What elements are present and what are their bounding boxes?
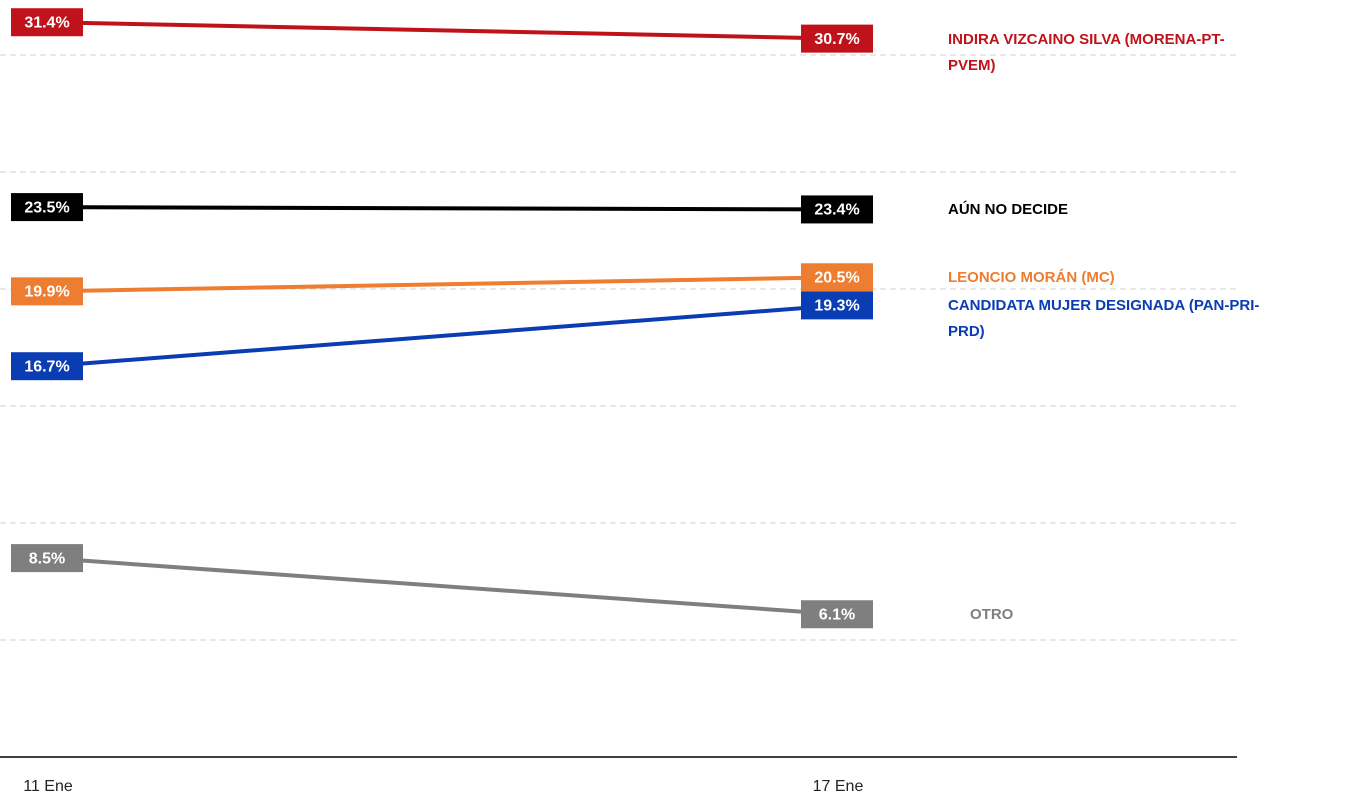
data-label-box bbox=[801, 291, 873, 320]
data-label: 6.1% bbox=[801, 600, 873, 629]
data-label-text: 20.5% bbox=[814, 270, 859, 287]
data-label-box bbox=[11, 193, 83, 222]
data-label-text: 8.5% bbox=[29, 550, 65, 567]
data-label-box bbox=[11, 352, 83, 381]
series-name: AÚN NO DECIDE bbox=[948, 201, 1069, 219]
series-name: OTRO bbox=[970, 606, 1014, 624]
data-label: 30.7% bbox=[801, 24, 873, 53]
data-label-box bbox=[801, 24, 873, 53]
data-label: 8.5% bbox=[11, 544, 83, 573]
x-tick-label: 11 Ene bbox=[23, 778, 73, 795]
data-label-text: 23.5% bbox=[24, 199, 69, 216]
series-name: LEONCIO MORÁN (MC) bbox=[948, 269, 1115, 287]
data-label-box bbox=[801, 195, 873, 224]
data-label-text: 6.1% bbox=[819, 606, 855, 623]
series-name: CANDIDATA MUJER DESIGNADA (PAN-PRI-PRD) bbox=[948, 297, 1260, 341]
data-label-text: 23.4% bbox=[814, 202, 859, 219]
data-label-box bbox=[11, 544, 83, 573]
data-label: 16.7% bbox=[11, 352, 83, 381]
data-label: 23.4% bbox=[801, 195, 873, 224]
data-label-text: 19.3% bbox=[814, 298, 859, 315]
data-label-text: 30.7% bbox=[814, 31, 859, 48]
data-label-box bbox=[801, 263, 873, 292]
data-label: 31.4% bbox=[11, 8, 83, 37]
series-name: INDIRA VIZCAINO SILVA (MORENA-PT-PVEM) bbox=[948, 30, 1225, 74]
series-line bbox=[47, 20, 839, 41]
data-label: 19.3% bbox=[801, 291, 873, 320]
series-line bbox=[47, 303, 839, 369]
data-label-box bbox=[801, 600, 873, 629]
data-label-box bbox=[11, 8, 83, 37]
data-label: 20.5% bbox=[801, 263, 873, 292]
data-label: 19.9% bbox=[11, 277, 83, 306]
series-line bbox=[47, 556, 839, 617]
data-label-text: 16.7% bbox=[24, 358, 69, 375]
data-label-text: 19.9% bbox=[24, 284, 69, 301]
data-label-text: 31.4% bbox=[24, 14, 69, 31]
x-tick-label: 17 Ene bbox=[813, 778, 864, 795]
data-label: 23.5% bbox=[11, 193, 83, 222]
series-line bbox=[47, 205, 839, 212]
data-label-box bbox=[11, 277, 83, 306]
series-line bbox=[47, 275, 839, 294]
